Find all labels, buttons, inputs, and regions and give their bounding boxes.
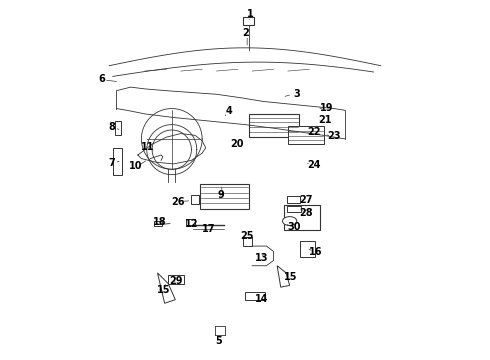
Polygon shape [157,273,175,303]
Text: 27: 27 [300,195,313,204]
Text: 29: 29 [170,276,183,286]
Ellipse shape [283,217,297,226]
FancyBboxPatch shape [300,241,315,257]
Text: 2: 2 [243,28,249,38]
Text: 3: 3 [294,89,300,99]
Text: 24: 24 [307,160,320,170]
Text: 18: 18 [153,217,167,227]
FancyBboxPatch shape [186,219,195,225]
Text: 11: 11 [141,142,154,152]
Text: 10: 10 [129,161,143,171]
Text: 13: 13 [255,253,269,263]
Text: 22: 22 [307,127,320,137]
FancyBboxPatch shape [168,275,184,284]
Text: 1: 1 [247,9,254,19]
FancyBboxPatch shape [113,148,122,175]
Text: 17: 17 [202,224,215,234]
Text: 26: 26 [171,197,185,207]
Text: 7: 7 [109,158,116,168]
Polygon shape [277,266,290,287]
Text: 12: 12 [185,219,199,229]
Text: 5: 5 [216,337,222,346]
FancyBboxPatch shape [287,196,300,203]
Text: 30: 30 [288,222,301,232]
Text: 25: 25 [240,231,253,242]
FancyBboxPatch shape [245,292,265,300]
FancyBboxPatch shape [191,195,198,204]
Text: 8: 8 [109,122,116,132]
FancyBboxPatch shape [287,206,301,212]
Text: 23: 23 [327,131,341,141]
Text: 15: 15 [157,285,171,295]
Text: 21: 21 [318,115,332,125]
Text: 19: 19 [319,103,333,113]
FancyBboxPatch shape [243,17,254,24]
Text: 15: 15 [284,272,297,282]
FancyBboxPatch shape [288,126,323,144]
FancyBboxPatch shape [154,221,162,226]
FancyBboxPatch shape [243,237,252,246]
FancyBboxPatch shape [115,121,121,135]
Text: 6: 6 [98,74,105,84]
FancyBboxPatch shape [200,184,248,208]
Text: 14: 14 [255,294,269,303]
Text: 20: 20 [230,139,244,149]
Text: 28: 28 [299,208,313,218]
FancyBboxPatch shape [248,114,298,137]
FancyBboxPatch shape [284,205,320,230]
Text: 16: 16 [309,247,322,257]
Text: 9: 9 [218,190,224,200]
Text: 4: 4 [225,107,232,116]
